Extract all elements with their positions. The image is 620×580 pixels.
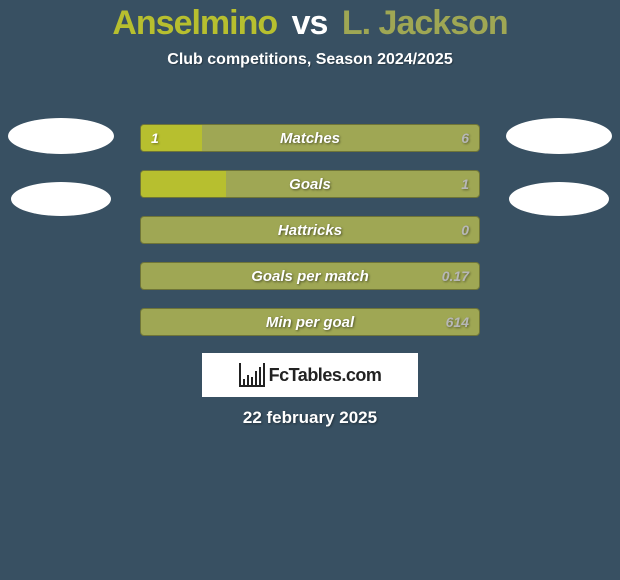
stat-bar: Min per goal614 [140, 308, 480, 336]
logo-text: FcTables.com [269, 365, 382, 386]
avatar-player-right [506, 118, 612, 154]
stat-bar: Matches1 6 [140, 124, 480, 152]
stat-value-right: 1 [461, 171, 469, 197]
avatar-col-right [506, 118, 612, 216]
stat-value-right: 0 [461, 217, 469, 243]
stat-label: Hattricks [141, 217, 479, 243]
stat-label: Goals [141, 171, 479, 197]
stat-value-right: 6 [461, 125, 469, 151]
stat-bar: Hattricks0 [140, 216, 480, 244]
avatar-player-left [8, 118, 114, 154]
subtitle: Club competitions, Season 2024/2025 [0, 51, 620, 69]
stat-bar: Goals1 [140, 170, 480, 198]
avatar-team-right [509, 182, 609, 216]
stat-value-right: 614 [446, 309, 469, 335]
title-player-left: Anselmino [112, 4, 277, 42]
stat-label: Goals per match [141, 263, 479, 289]
stat-label: Matches [141, 125, 479, 151]
title-vs: vs [292, 4, 328, 42]
page-title: Anselmino vs L. Jackson [0, 0, 620, 43]
avatar-team-left [11, 182, 111, 216]
logo-box: FcTables.com [202, 353, 418, 397]
bar-chart-icon [239, 363, 265, 387]
footer-date: 22 february 2025 [0, 408, 620, 428]
avatar-col-left [8, 118, 114, 216]
stat-value-left: 1 [151, 125, 159, 151]
stat-value-right: 0.17 [442, 263, 469, 289]
title-player-right: L. Jackson [342, 4, 508, 42]
stat-bars: Matches16Goals1Hattricks0Goals per match… [140, 124, 480, 336]
stat-label: Min per goal [141, 309, 479, 335]
stat-bar: Goals per match0.17 [140, 262, 480, 290]
